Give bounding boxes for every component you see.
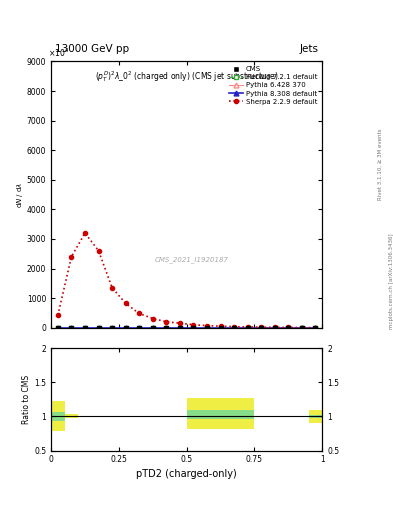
Text: CMS_2021_I1920187: CMS_2021_I1920187 xyxy=(155,256,229,263)
Text: mcplots.cern.ch [arXiv:1306.3436]: mcplots.cern.ch [arXiv:1306.3436] xyxy=(389,234,393,329)
Text: 13000 GeV pp: 13000 GeV pp xyxy=(55,44,129,54)
Text: $\times10^4$: $\times10^4$ xyxy=(48,47,70,59)
Text: Rivet 3.1.10, ≥ 3M events: Rivet 3.1.10, ≥ 3M events xyxy=(377,128,382,200)
Text: $(p_T^D)^2\lambda\_0^2$ (charged only) (CMS jet substructure): $(p_T^D)^2\lambda\_0^2$ (charged only) (… xyxy=(95,70,279,84)
Legend: CMS, Herwig 7.2.1 default, Pythia 6.428 370, Pythia 8.308 default, Sherpa 2.2.9 : CMS, Herwig 7.2.1 default, Pythia 6.428 … xyxy=(228,65,319,106)
X-axis label: pTD2 (charged-only): pTD2 (charged-only) xyxy=(136,468,237,479)
Text: Jets: Jets xyxy=(299,44,318,54)
Y-axis label: $\mathrm{d}N$ / $\mathrm{d}\lambda$: $\mathrm{d}N$ / $\mathrm{d}\lambda$ xyxy=(15,181,25,208)
Y-axis label: Ratio to CMS: Ratio to CMS xyxy=(22,375,31,424)
